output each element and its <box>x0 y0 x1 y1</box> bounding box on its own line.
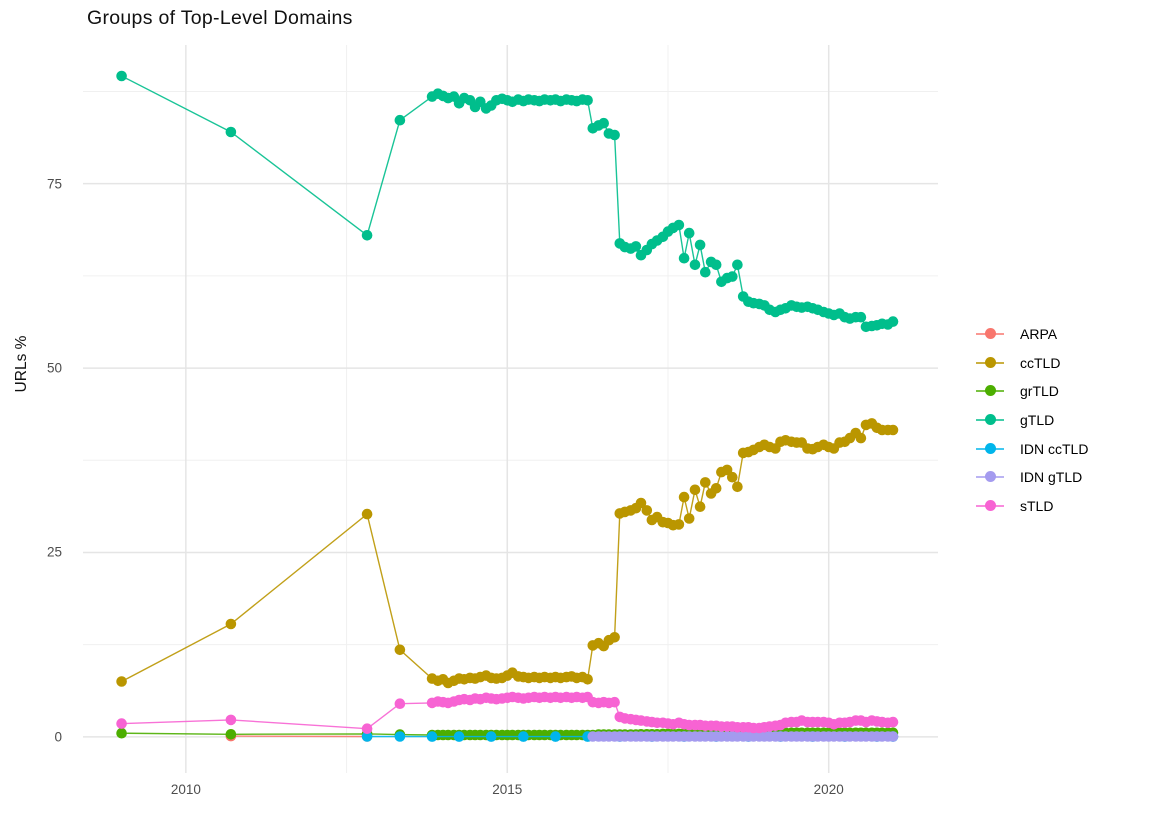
y-tick-label: 0 <box>54 729 62 745</box>
data-point <box>609 129 620 141</box>
data-point <box>678 491 690 503</box>
data-point <box>361 230 373 241</box>
data-point <box>518 731 529 742</box>
legend-dot-icon <box>985 414 996 426</box>
legend-key-icon <box>976 382 1010 400</box>
legend-label: grTLD <box>1020 383 1059 400</box>
data-point <box>855 432 867 444</box>
data-point <box>710 259 722 271</box>
data-point <box>225 126 237 138</box>
y-tick-label: 50 <box>46 360 62 376</box>
legend-key-icon <box>976 354 1010 372</box>
data-point <box>727 471 738 483</box>
data-point <box>116 718 127 729</box>
legend-dot-icon <box>985 328 996 340</box>
data-point <box>394 698 406 709</box>
y-tick-label: 75 <box>46 176 62 192</box>
data-point <box>700 266 711 278</box>
data-point <box>116 676 127 687</box>
data-point <box>694 239 706 251</box>
data-point <box>641 505 653 516</box>
data-point <box>887 424 899 436</box>
data-point <box>710 483 722 494</box>
data-point <box>582 95 593 106</box>
legend-item-cctld: ccTLD <box>976 349 1088 378</box>
legend-item-grtld: grTLD <box>976 377 1088 406</box>
legend-label: ccTLD <box>1020 354 1061 371</box>
data-point <box>485 731 497 742</box>
legend-item-idn-gtld: IDN gTLD <box>976 463 1088 492</box>
legend-dot-icon <box>985 356 996 368</box>
legend-label: IDN gTLD <box>1020 469 1083 486</box>
legend-label: gTLD <box>1020 412 1055 429</box>
data-point <box>673 519 685 530</box>
legend-item-idn-cctld: IDN ccTLD <box>976 434 1088 463</box>
data-point <box>673 219 685 231</box>
data-point <box>453 731 465 742</box>
legend-dot-icon <box>985 471 996 483</box>
legend: ARPA ccTLD grTLD gTLD IDN ccTLD IDN gTLD sTLD <box>976 320 1088 520</box>
data-point <box>361 731 373 742</box>
data-point <box>598 117 609 129</box>
data-point <box>394 644 406 656</box>
data-point <box>887 716 899 728</box>
legend-item-stld: sTLD <box>976 492 1088 521</box>
legend-dot-icon <box>985 442 996 454</box>
legend-key-icon <box>976 325 1010 343</box>
x-tick-label: 2020 <box>813 782 844 797</box>
data-point <box>225 618 237 630</box>
data-point <box>550 731 561 742</box>
data-point <box>426 731 438 742</box>
data-point <box>361 723 373 734</box>
data-point <box>689 484 701 496</box>
x-tick-label: 2010 <box>170 782 201 797</box>
data-point <box>721 464 733 476</box>
data-point <box>394 114 406 126</box>
legend-key-icon <box>976 411 1010 429</box>
y-tick-label: 25 <box>46 544 62 560</box>
data-point <box>887 316 899 327</box>
legend-key-icon <box>976 468 1010 486</box>
data-point <box>635 497 647 509</box>
legend-dot-icon <box>985 385 996 397</box>
data-point <box>394 731 406 742</box>
legend-label: IDN ccTLD <box>1020 440 1089 457</box>
data-point <box>582 674 593 685</box>
data-point <box>732 481 743 493</box>
series-idn-gtld-points <box>587 731 899 742</box>
data-point <box>855 311 867 323</box>
legend-label: ARPA <box>1020 326 1058 343</box>
data-point <box>887 731 899 742</box>
data-point <box>116 727 127 739</box>
data-point <box>225 729 237 740</box>
series-stld-points <box>116 691 899 734</box>
x-tick-label: 2015 <box>492 782 523 797</box>
legend-label: sTLD <box>1020 497 1054 514</box>
series-cctld-points <box>116 418 899 689</box>
data-point <box>683 513 695 524</box>
legend-item-gtld: gTLD <box>976 406 1088 435</box>
legend-item-arpa: ARPA <box>976 320 1088 349</box>
data-point <box>609 696 620 708</box>
series-gtld-points <box>116 70 899 333</box>
data-point <box>116 70 127 82</box>
data-point <box>609 632 620 643</box>
legend-key-icon <box>976 497 1010 515</box>
data-point <box>694 501 706 512</box>
legend-key-icon <box>976 440 1010 458</box>
data-point <box>689 259 701 271</box>
data-point <box>678 252 690 264</box>
data-point <box>727 271 738 282</box>
data-point <box>630 241 642 252</box>
data-point <box>225 714 237 726</box>
plot-title: Groups of Top-Level Domains <box>87 7 353 29</box>
data-point <box>700 477 711 488</box>
data-point <box>732 259 743 271</box>
data-point <box>683 227 695 239</box>
data-point <box>361 508 373 520</box>
legend-dot-icon <box>985 499 996 511</box>
